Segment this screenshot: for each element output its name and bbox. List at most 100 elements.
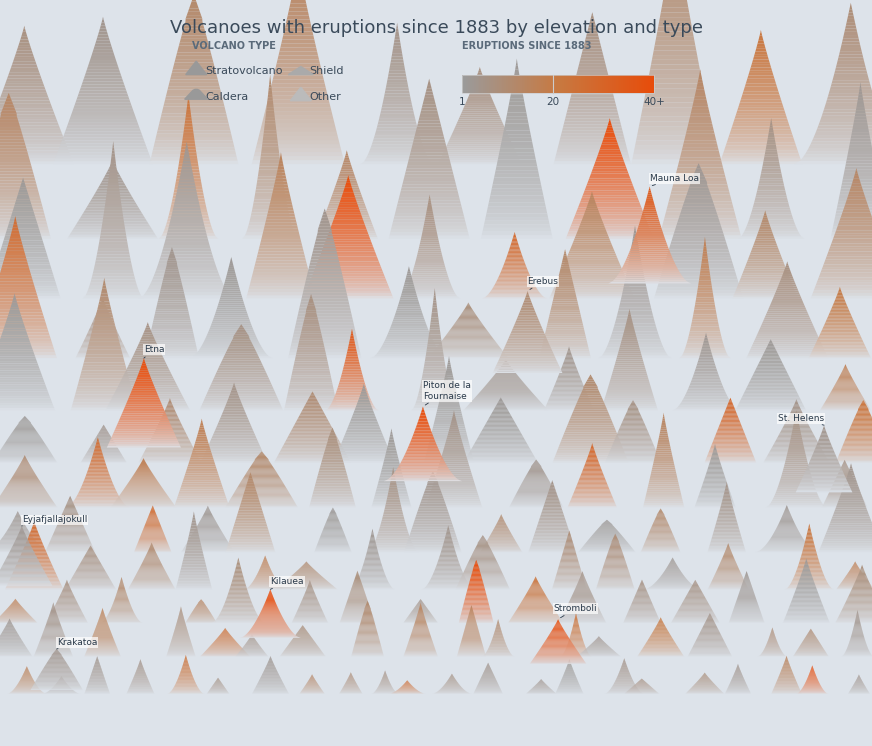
Polygon shape [739,594,755,595]
Polygon shape [417,124,441,127]
Polygon shape [252,464,272,465]
Polygon shape [439,557,458,559]
Polygon shape [64,132,142,134]
Polygon shape [792,598,821,600]
Polygon shape [590,174,630,176]
Polygon shape [695,169,702,172]
Polygon shape [841,446,872,448]
Polygon shape [599,578,631,580]
Polygon shape [861,567,863,568]
Polygon shape [134,352,161,354]
Polygon shape [792,580,827,581]
Polygon shape [305,404,320,406]
Polygon shape [8,483,42,484]
Polygon shape [578,228,606,230]
Polygon shape [267,597,274,598]
Polygon shape [518,316,537,317]
Polygon shape [773,498,820,500]
Polygon shape [3,446,47,447]
Polygon shape [365,555,379,557]
Polygon shape [118,589,126,590]
Polygon shape [354,645,381,647]
Polygon shape [414,520,452,521]
Polygon shape [181,36,208,39]
Polygon shape [389,487,398,489]
Polygon shape [16,539,28,540]
Polygon shape [507,256,522,257]
Polygon shape [571,415,610,417]
Polygon shape [401,187,458,191]
Polygon shape [450,137,510,139]
Polygon shape [327,207,366,209]
Polygon shape [9,312,21,314]
Polygon shape [0,175,35,178]
Polygon shape [239,507,262,509]
Polygon shape [804,545,814,546]
Polygon shape [454,128,506,129]
Polygon shape [305,313,317,315]
Polygon shape [410,442,436,444]
Polygon shape [605,461,661,463]
Polygon shape [701,350,711,351]
Polygon shape [331,222,364,225]
Polygon shape [782,666,791,667]
Polygon shape [843,655,872,656]
Polygon shape [719,425,742,426]
Polygon shape [737,598,756,599]
Polygon shape [94,450,102,451]
Polygon shape [805,151,872,154]
Polygon shape [0,338,30,340]
Bar [548,75,550,93]
Polygon shape [453,326,485,327]
Polygon shape [645,498,683,500]
Polygon shape [329,201,364,204]
Polygon shape [266,666,275,667]
Polygon shape [357,636,378,638]
Polygon shape [101,428,106,429]
Polygon shape [360,623,375,624]
Polygon shape [351,587,364,589]
Polygon shape [0,652,30,653]
Polygon shape [308,304,315,306]
Polygon shape [499,519,504,520]
Polygon shape [802,571,811,572]
Polygon shape [628,407,638,409]
Polygon shape [138,542,167,543]
Polygon shape [641,581,644,582]
Polygon shape [489,646,508,647]
Polygon shape [627,410,639,411]
Polygon shape [841,493,862,495]
Polygon shape [699,275,711,278]
Polygon shape [17,562,51,563]
Polygon shape [203,514,213,515]
Polygon shape [226,404,242,405]
Polygon shape [466,624,477,626]
Polygon shape [634,228,636,231]
Polygon shape [435,416,463,418]
Polygon shape [567,256,617,257]
Polygon shape [787,417,805,419]
Polygon shape [567,353,571,354]
Polygon shape [87,469,108,471]
Polygon shape [136,348,160,351]
Polygon shape [590,195,594,198]
Polygon shape [521,309,535,310]
Polygon shape [505,120,528,123]
Polygon shape [748,219,794,222]
Polygon shape [410,533,456,534]
Polygon shape [83,482,113,483]
Polygon shape [130,479,157,480]
Polygon shape [330,227,366,230]
Polygon shape [392,48,402,51]
Polygon shape [644,645,678,646]
Polygon shape [785,509,788,510]
Text: Caldera: Caldera [205,92,249,102]
Polygon shape [439,465,469,466]
Polygon shape [363,564,382,565]
Polygon shape [92,456,104,457]
Polygon shape [689,331,720,333]
Polygon shape [548,319,582,321]
Polygon shape [385,88,409,90]
Polygon shape [836,228,872,231]
Polygon shape [656,517,665,518]
